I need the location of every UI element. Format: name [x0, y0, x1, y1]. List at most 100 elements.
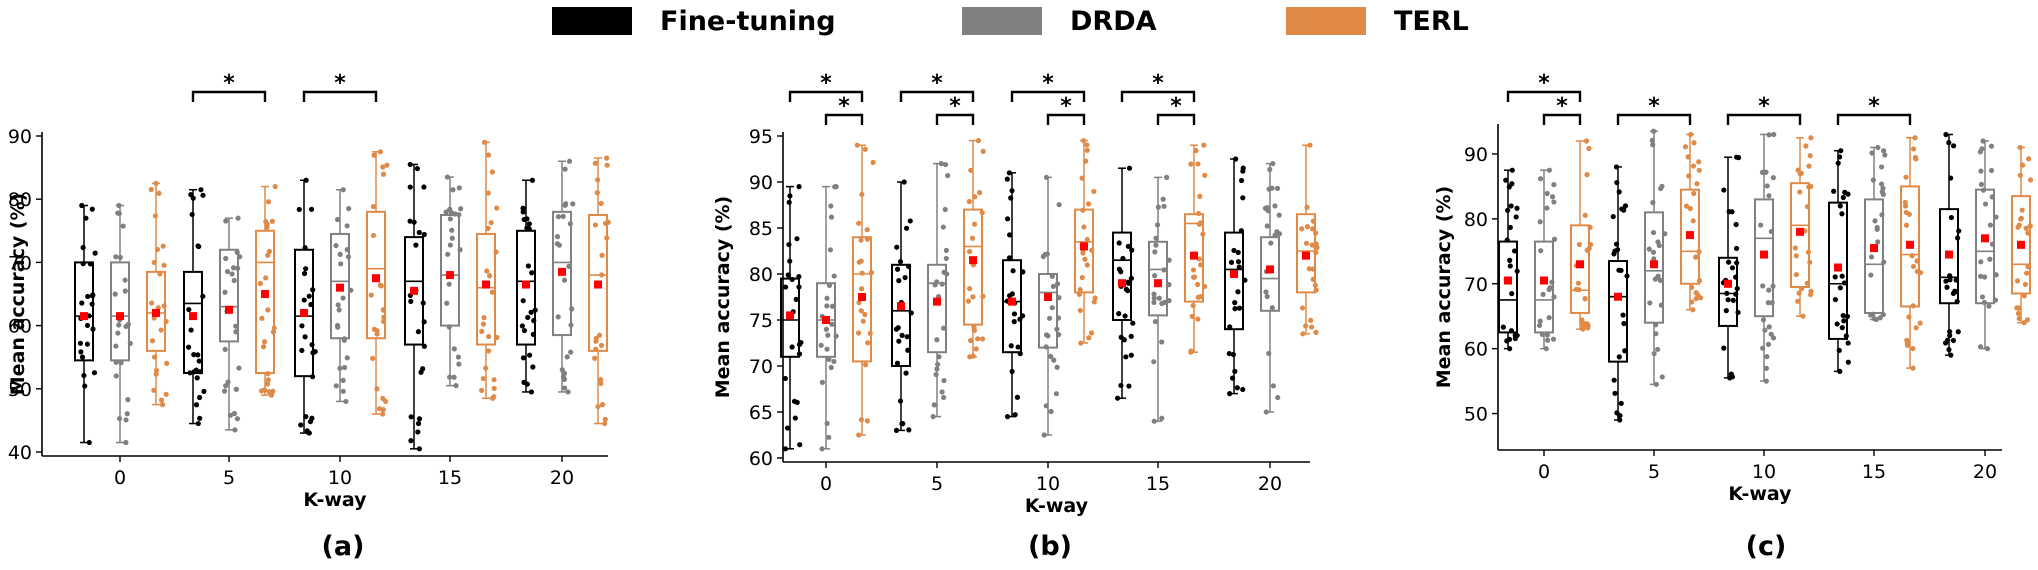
- data-point: [1537, 318, 1543, 324]
- data-point: [602, 420, 608, 427]
- data-point: [340, 187, 346, 193]
- data-point: [265, 377, 271, 383]
- box-fine-tuning: [780, 184, 804, 452]
- bracket-line: [1156, 113, 1196, 125]
- data-point: [598, 342, 605, 349]
- data-point: [1043, 174, 1050, 180]
- data-point: [149, 300, 155, 306]
- box-drda: [927, 161, 951, 420]
- significance-bracket: *: [302, 71, 378, 102]
- data-point: [1651, 256, 1657, 262]
- data-point: [1159, 415, 1165, 421]
- data-point: [1792, 245, 1798, 251]
- data-point: [1685, 154, 1691, 160]
- data-point: [377, 149, 383, 155]
- data-point: [1114, 395, 1121, 401]
- data-point: [865, 340, 871, 346]
- data-point: [161, 303, 167, 309]
- data-point: [1190, 302, 1196, 309]
- y-tick-label: 70: [1464, 274, 1488, 296]
- data-point: [381, 314, 387, 320]
- data-point: [1947, 328, 1953, 335]
- data-point: [337, 365, 343, 371]
- data-point: [1734, 285, 1740, 292]
- data-point: [2027, 223, 2033, 229]
- data-point: [1721, 187, 1727, 193]
- data-point: [1909, 253, 1915, 259]
- data-point: [1652, 276, 1659, 282]
- data-point: [1276, 212, 1282, 218]
- data-point: [1837, 154, 1843, 160]
- data-point: [527, 352, 533, 358]
- x-axis-label: K-way: [1728, 483, 1792, 505]
- bracket-line: [824, 113, 864, 125]
- data-point: [1540, 291, 1546, 297]
- data-point: [933, 371, 939, 378]
- data-point: [598, 200, 604, 207]
- data-point: [191, 369, 197, 375]
- data-point: [1310, 276, 1316, 282]
- data-point: [934, 337, 940, 343]
- bracket-line: [191, 90, 267, 102]
- mean-marker: [1945, 250, 1953, 259]
- data-point: [859, 270, 865, 276]
- significance-star: *: [1170, 94, 1182, 119]
- box-iqr: [1570, 224, 1590, 314]
- data-point: [1875, 239, 1881, 245]
- data-point: [2017, 172, 2023, 178]
- bracket-line: [788, 90, 864, 102]
- bracket-line: [1010, 90, 1086, 102]
- data-point: [1837, 285, 1843, 291]
- data-point: [494, 205, 500, 211]
- data-point: [161, 262, 167, 268]
- data-point: [1650, 229, 1657, 236]
- data-point: [1978, 259, 1984, 265]
- data-point: [1274, 185, 1281, 191]
- data-point: [870, 159, 876, 165]
- box-fine-tuning: [1498, 167, 1520, 352]
- data-point: [1152, 273, 1158, 279]
- y-tick-label: 40: [8, 442, 32, 464]
- data-point: [860, 318, 866, 324]
- data-point: [823, 326, 829, 332]
- panel-label: (a): [322, 531, 365, 562]
- significance-bracket: *: [1046, 94, 1086, 125]
- y-tick-label: 60: [749, 448, 773, 470]
- data-point: [374, 331, 380, 337]
- legend-label-terl: TERL: [1394, 5, 1469, 37]
- data-point: [1917, 320, 1923, 326]
- data-point: [1690, 307, 1696, 313]
- box-iqr: [1534, 240, 1554, 334]
- data-point: [1910, 146, 1917, 152]
- data-point: [1770, 283, 1776, 289]
- data-point: [1154, 222, 1161, 228]
- data-point: [2027, 177, 2034, 183]
- mean-marker: [1154, 279, 1162, 288]
- data-point: [1616, 267, 1622, 273]
- data-point: [825, 332, 831, 338]
- data-point: [1917, 270, 1924, 276]
- data-point: [794, 236, 800, 242]
- box-iqr: [330, 232, 350, 340]
- data-point: [566, 263, 572, 269]
- data-point: [196, 243, 202, 250]
- data-point: [446, 281, 452, 287]
- data-point: [1906, 211, 1912, 217]
- data-point: [1690, 163, 1697, 169]
- data-point: [1766, 287, 1772, 293]
- data-point: [561, 376, 568, 382]
- data-point: [1161, 267, 1167, 273]
- data-point: [1658, 302, 1664, 308]
- data-point: [308, 301, 314, 308]
- box-iqr: [927, 263, 947, 354]
- data-point: [1650, 249, 1657, 255]
- data-point: [1151, 299, 1157, 305]
- data-point: [1509, 167, 1515, 173]
- data-point: [236, 365, 242, 371]
- data-point: [1226, 350, 1232, 357]
- data-point: [234, 416, 241, 422]
- data-point: [222, 289, 228, 295]
- box-terl: [146, 180, 170, 408]
- data-point: [415, 329, 422, 335]
- data-point: [1128, 352, 1134, 358]
